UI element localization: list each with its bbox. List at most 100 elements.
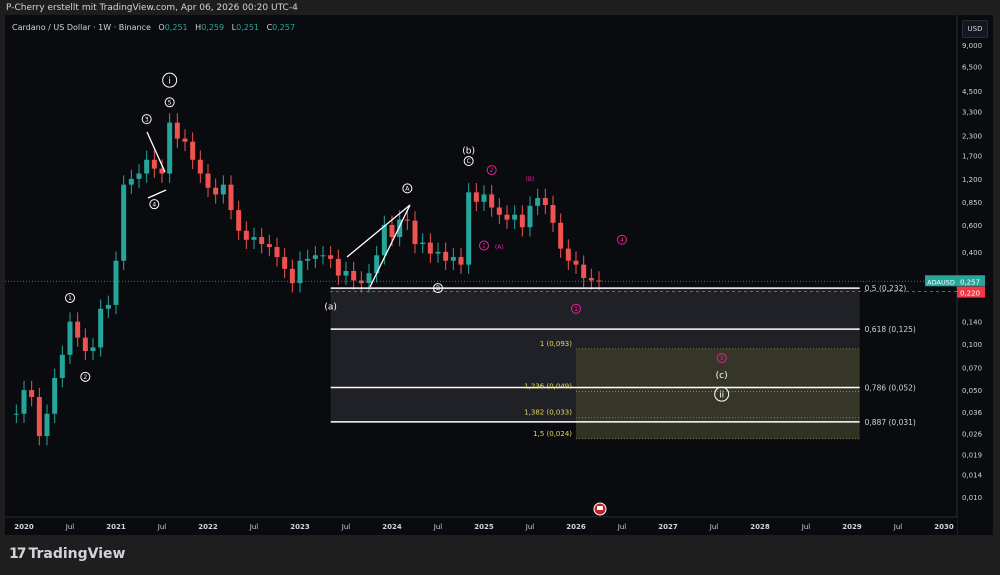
- candle[interactable]: [466, 192, 472, 265]
- wave-label[interactable]: C: [467, 158, 471, 165]
- candle[interactable]: [381, 224, 387, 256]
- candle[interactable]: [105, 304, 111, 309]
- chart-pane[interactable]: [5, 15, 957, 517]
- candle[interactable]: [213, 187, 219, 195]
- wave-label[interactable]: 4: [152, 201, 156, 208]
- wave-label[interactable]: 2: [83, 374, 87, 381]
- candle[interactable]: [366, 273, 372, 284]
- candle[interactable]: [335, 258, 341, 276]
- candle[interactable]: [512, 214, 518, 220]
- candle[interactable]: [182, 138, 188, 142]
- candle[interactable]: [481, 194, 487, 202]
- candle[interactable]: [220, 184, 226, 195]
- candle[interactable]: [328, 255, 334, 259]
- candle[interactable]: [558, 222, 564, 249]
- candle[interactable]: [128, 178, 134, 185]
- candle[interactable]: [151, 159, 157, 169]
- candle[interactable]: [13, 413, 19, 415]
- event-flag-icon[interactable]: [593, 502, 607, 516]
- wave-label[interactable]: i: [168, 76, 171, 86]
- wave-label[interactable]: (c): [716, 371, 728, 381]
- candle[interactable]: [473, 192, 479, 202]
- candle[interactable]: [573, 260, 579, 265]
- wave-label[interactable]: B: [436, 285, 440, 292]
- candle[interactable]: [282, 257, 288, 269]
- candle[interactable]: [443, 251, 449, 261]
- candle[interactable]: [588, 278, 594, 281]
- candle[interactable]: [535, 198, 541, 206]
- candle[interactable]: [420, 242, 426, 245]
- candle[interactable]: [190, 141, 196, 160]
- candle[interactable]: [266, 244, 272, 248]
- candle[interactable]: [297, 260, 303, 284]
- trend-line[interactable]: [369, 204, 411, 288]
- fib-extension-zone[interactable]: [576, 348, 860, 439]
- candle[interactable]: [305, 258, 311, 261]
- candle[interactable]: [228, 184, 234, 211]
- candle[interactable]: [404, 219, 410, 221]
- candle[interactable]: [427, 242, 433, 254]
- wave-label[interactable]: 1: [68, 295, 72, 302]
- candle[interactable]: [374, 255, 380, 274]
- candle[interactable]: [21, 390, 27, 414]
- candle[interactable]: [82, 337, 88, 351]
- candle[interactable]: [144, 159, 150, 174]
- candle[interactable]: [358, 280, 364, 284]
- tradingview-brand[interactable]: 17 TradingView: [9, 546, 125, 562]
- wave-label[interactable]: 3: [720, 355, 724, 362]
- candle[interactable]: [412, 220, 418, 245]
- candle[interactable]: [251, 237, 257, 240]
- candle[interactable]: [351, 270, 357, 281]
- candle[interactable]: [243, 230, 249, 240]
- candle[interactable]: [435, 251, 441, 254]
- wave-label[interactable]: (a): [324, 302, 337, 312]
- candle[interactable]: [159, 168, 165, 174]
- candle[interactable]: [343, 270, 349, 276]
- candle[interactable]: [90, 347, 96, 351]
- candle[interactable]: [542, 198, 548, 206]
- candle[interactable]: [320, 255, 326, 257]
- time-axis[interactable]: [5, 517, 957, 535]
- candle[interactable]: [527, 205, 533, 228]
- candle[interactable]: [75, 321, 81, 338]
- wave-label[interactable]: ii: [719, 390, 724, 400]
- candle[interactable]: [519, 214, 525, 228]
- wave-label[interactable]: 5: [168, 99, 172, 106]
- candle[interactable]: [450, 257, 456, 261]
- trend-line[interactable]: [346, 204, 411, 258]
- wave-label[interactable]: 2: [490, 167, 494, 174]
- candle[interactable]: [29, 390, 35, 398]
- currency-button[interactable]: USD: [962, 20, 988, 38]
- candle[interactable]: [121, 184, 127, 261]
- candle[interactable]: [504, 214, 510, 220]
- wave-label[interactable]: 1: [482, 243, 486, 250]
- symbol-legend[interactable]: Cardano / US Dollar · 1W · Binance O0,25…: [12, 23, 295, 32]
- candle[interactable]: [458, 257, 464, 265]
- candle[interactable]: [236, 210, 242, 231]
- candle[interactable]: [581, 264, 587, 279]
- trend-line[interactable]: [147, 189, 167, 199]
- candle[interactable]: [550, 205, 556, 223]
- candle[interactable]: [489, 194, 495, 208]
- candle[interactable]: [52, 377, 58, 414]
- candle[interactable]: [565, 248, 571, 261]
- candle[interactable]: [98, 308, 104, 348]
- candle[interactable]: [289, 268, 295, 284]
- wave-label[interactable]: (A): [495, 244, 504, 251]
- price-axis[interactable]: [957, 15, 993, 535]
- candle[interactable]: [167, 122, 173, 174]
- wave-label[interactable]: (B): [526, 176, 535, 183]
- candle[interactable]: [67, 321, 73, 355]
- candle[interactable]: [205, 173, 211, 188]
- candle[interactable]: [397, 219, 403, 238]
- wave-label[interactable]: A: [405, 186, 410, 193]
- candle[interactable]: [197, 159, 203, 174]
- candle[interactable]: [312, 255, 318, 259]
- candle[interactable]: [59, 354, 65, 378]
- trend-line[interactable]: [146, 131, 166, 173]
- trend-lines[interactable]: [146, 131, 411, 288]
- wave-label[interactable]: 1: [574, 306, 578, 313]
- candle[interactable]: [136, 173, 142, 179]
- candle[interactable]: [496, 207, 502, 215]
